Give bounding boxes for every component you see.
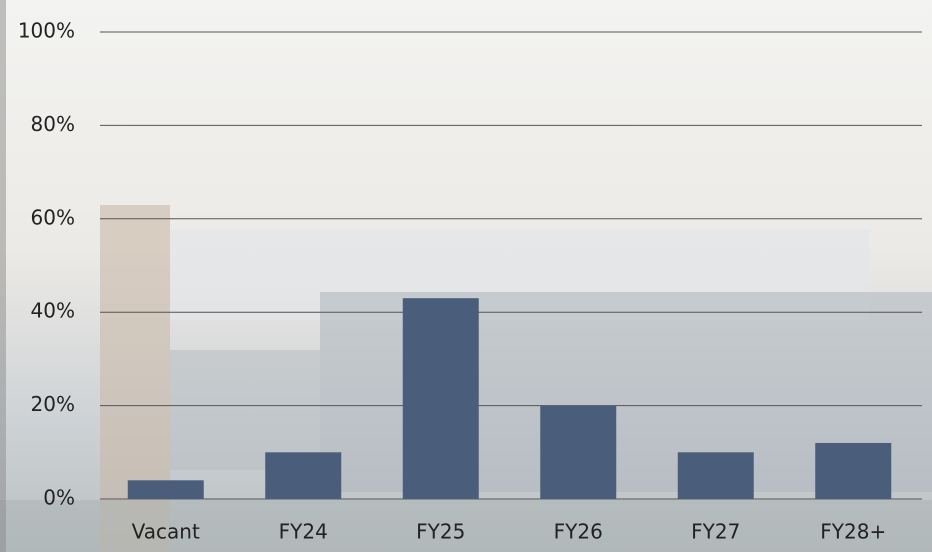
y-tick-label: 20%: [31, 392, 75, 416]
y-tick-label: 80%: [31, 112, 75, 136]
bar: [403, 298, 479, 499]
bar: [265, 452, 341, 499]
x-tick-label: FY25: [416, 520, 465, 544]
chart: 0% 20% 40% 60% 80% 100% Vacant FY24 FY25 FY26 FY27…: [0, 0, 932, 552]
x-tick-label: FY24: [279, 520, 328, 544]
y-tick-label: 100%: [18, 19, 75, 43]
x-tick-label: FY26: [554, 520, 603, 544]
x-tick-label: FY27: [691, 520, 740, 544]
y-tick-label: 40%: [31, 299, 75, 323]
bar: [540, 406, 616, 499]
x-tick-label: FY28+: [820, 520, 886, 544]
y-tick-label: 60%: [31, 205, 75, 229]
x-tick-label: Vacant: [132, 520, 200, 544]
y-tick-label: 0%: [43, 486, 75, 510]
bar: [815, 443, 891, 499]
bar: [128, 480, 204, 499]
bar: [678, 452, 754, 499]
